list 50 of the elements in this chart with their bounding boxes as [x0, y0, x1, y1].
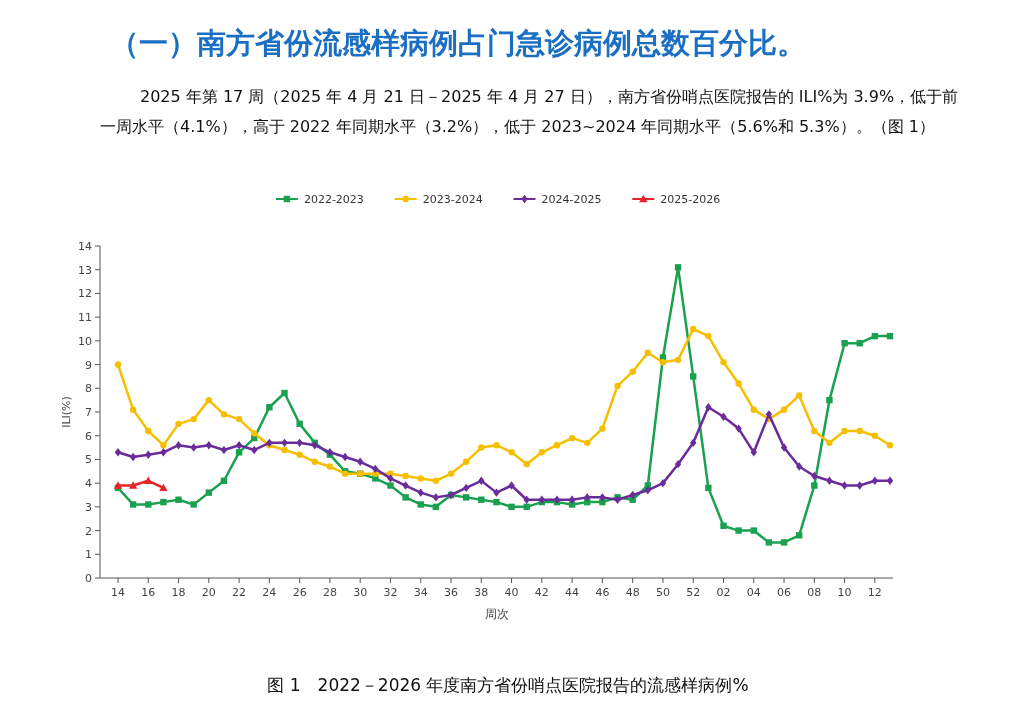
- y-tick-label: 3: [85, 500, 92, 514]
- y-tick-label: 12: [78, 287, 92, 301]
- x-tick-label: 22: [232, 586, 247, 599]
- x-tick-label: 08: [807, 586, 822, 599]
- x-tick-label: 10: [837, 586, 852, 599]
- legend-label: 2025-2026: [660, 193, 721, 206]
- y-tick-label: 5: [85, 453, 92, 467]
- x-tick-label: 24: [262, 586, 277, 599]
- x-tick-label: 46: [595, 586, 610, 599]
- x-tick-label: 14: [111, 586, 125, 599]
- x-tick-label: 02: [716, 586, 731, 599]
- y-tick-label: 6: [85, 429, 92, 443]
- y-tick-label: 4: [85, 477, 92, 491]
- x-tick-label: 32: [383, 586, 398, 599]
- x-tick-label: 52: [686, 586, 701, 599]
- y-tick-label: 2: [85, 524, 92, 538]
- y-tick-label: 11: [78, 311, 92, 325]
- x-tick-label: 04: [746, 586, 761, 599]
- y-axis-title: ILI(%): [60, 396, 73, 428]
- y-tick-label: 13: [78, 263, 92, 277]
- chart-subtitle: 2025 年第 17 周（2025 年 4 月 21 日－2025 年 4 月 27 日），南方省份哨点医院报告的 ILI%为 3.9%，低于前一周水平（4.1%），高于 2022 年同期水平（3.2%），低于 2023~2024 年同期水平（5.6%和 5.3%）。（图 1）: [100, 86, 960, 138]
- chart-title: （一）南方省份流感样病例占门急诊病例总数百分比。: [110, 25, 806, 62]
- x-tick-label: 28: [322, 586, 337, 599]
- x-tick-label: 40: [504, 586, 519, 599]
- x-tick-label: 16: [141, 586, 156, 599]
- x-tick-label: 30: [353, 586, 368, 599]
- x-tick-label: 06: [777, 586, 792, 599]
- y-tick-label: 8: [85, 382, 92, 396]
- x-axis-title: 周次: [484, 607, 509, 621]
- y-tick-label: 1: [85, 548, 92, 562]
- legend-label: 2022-2023: [303, 193, 364, 206]
- x-tick-label: 48: [625, 586, 640, 599]
- y-tick-label: 9: [85, 358, 92, 372]
- legend-label: 2024-2025: [541, 193, 602, 206]
- legend-label: 2023-2024: [422, 193, 483, 206]
- y-tick-label: 14: [78, 240, 92, 253]
- x-tick-label: 18: [171, 586, 186, 599]
- x-tick-label: 26: [292, 586, 307, 599]
- x-tick-label: 44: [565, 586, 580, 599]
- caption: 图 1 2022－2026 年度南方省份哨点医院报告的流感样病例%: [266, 674, 750, 697]
- y-tick-label: 7: [85, 406, 92, 419]
- x-tick-label: 20: [201, 586, 216, 599]
- y-tick-label: 10: [78, 334, 92, 348]
- x-tick-label: 38: [474, 586, 489, 599]
- x-tick-label: 34: [413, 586, 428, 599]
- x-tick-label: 42: [534, 586, 549, 599]
- y-tick-label: 0: [85, 572, 92, 585]
- x-tick-label: 36: [444, 586, 459, 599]
- x-tick-label: 12: [867, 586, 882, 599]
- x-tick-label: 50: [655, 586, 670, 599]
